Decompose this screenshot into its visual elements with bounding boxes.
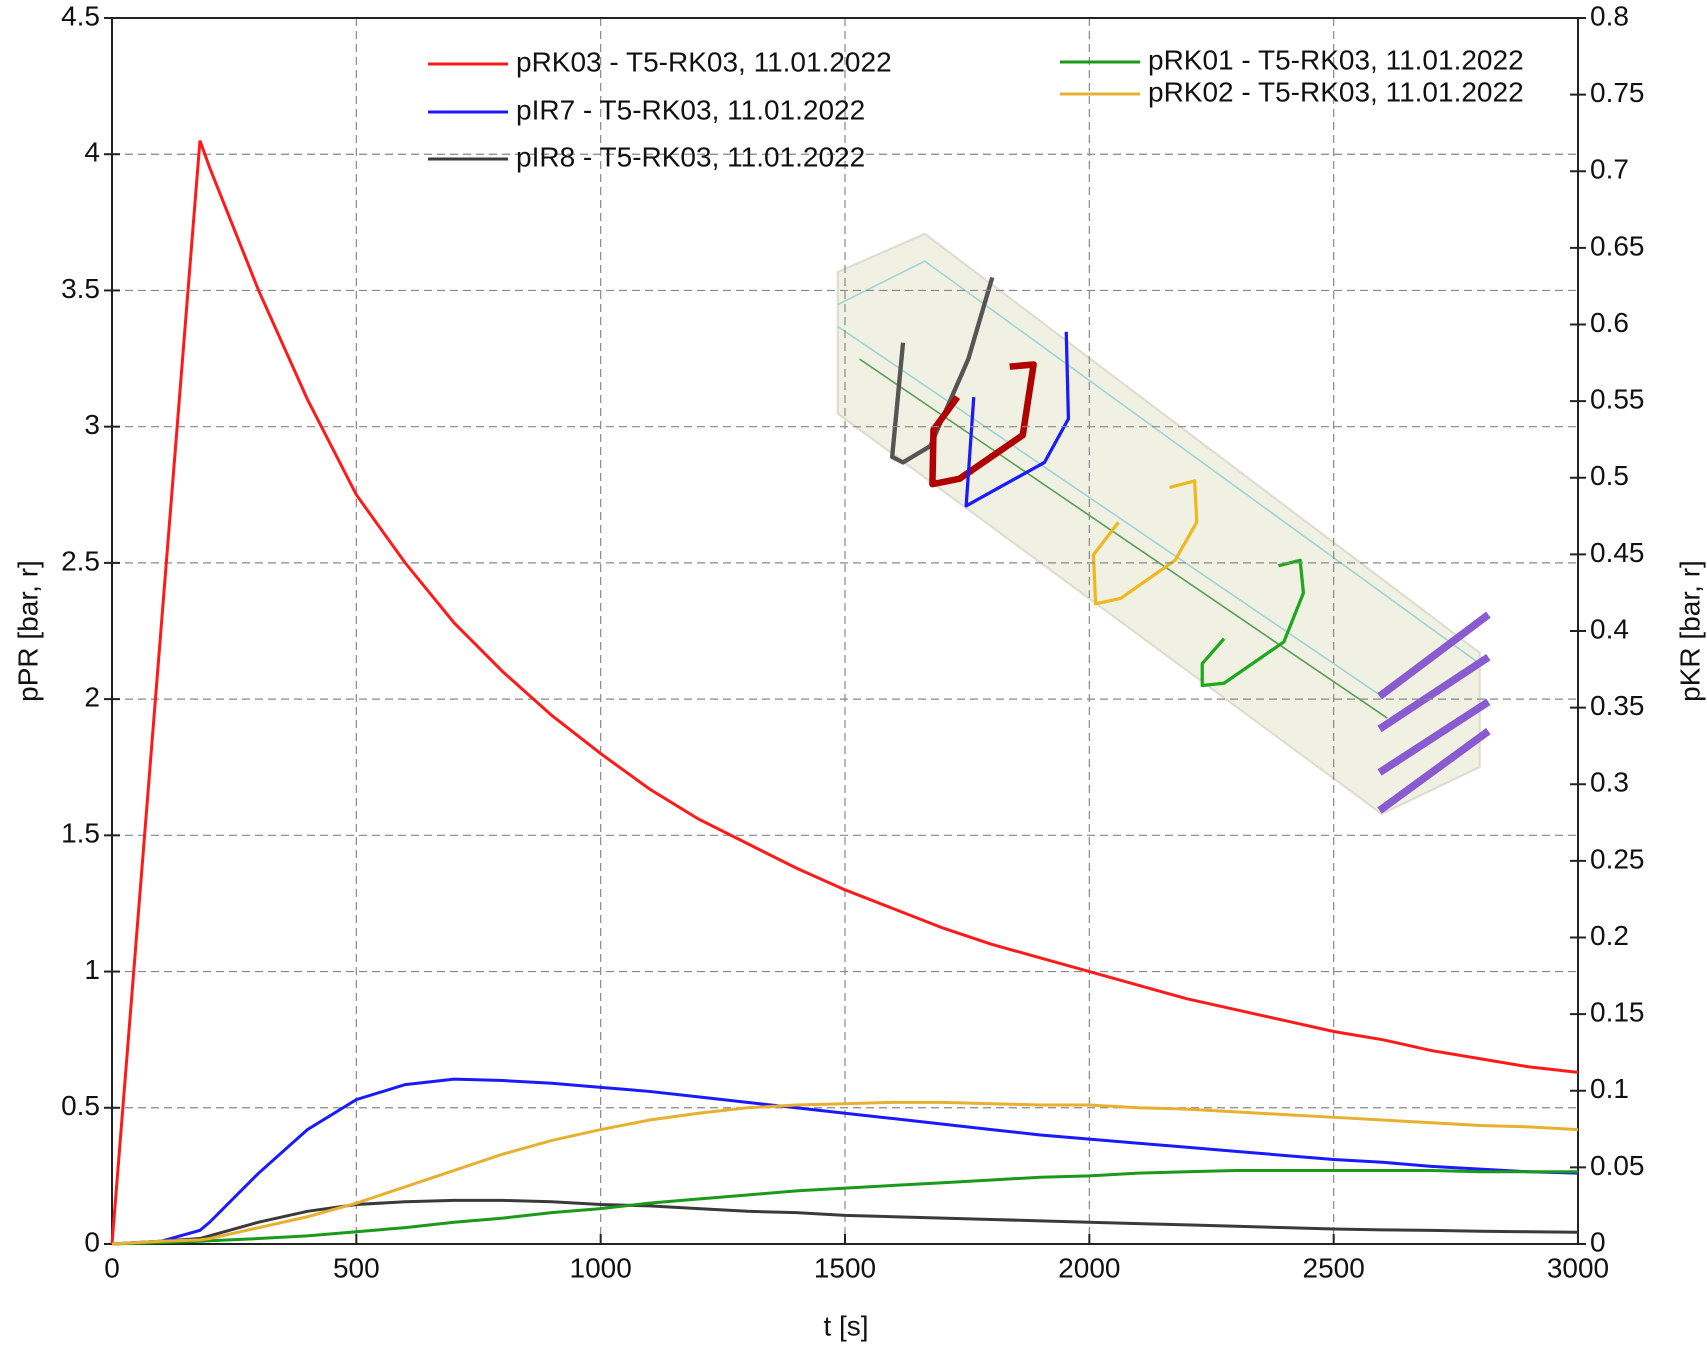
x-tick-label: 3000 [1547,1252,1609,1283]
y-tick-label: 3.5 [61,273,100,304]
y-tick-label: 1 [84,954,100,985]
y2-tick-label: 0.35 [1590,690,1645,721]
y2-tick-label: 0.45 [1590,537,1645,568]
plot-frame [111,17,1579,1245]
y-axis-label: pPR [bar, r] [12,560,43,702]
y2-tick-label: 0.15 [1590,997,1645,1028]
x-tick-label: 2500 [1303,1252,1365,1283]
x-tick-label: 2000 [1058,1252,1120,1283]
y2-tick-label: 0.7 [1590,154,1629,185]
y2-tick-label: 0.65 [1590,230,1645,261]
series-line [111,1100,1579,1246]
y2-tick-label: 0 [1590,1226,1606,1257]
y2-tick-label: 0.5 [1590,460,1629,491]
y-tick-label: 3 [84,409,100,440]
series-line [111,1168,1578,1246]
y-tick-label: 0 [84,1226,100,1257]
y2-tick-label: 0.25 [1590,843,1645,874]
legend-label: pIR7 - T5-RK03, 11.01.2022 [516,94,865,125]
x-tick-label: 500 [333,1252,380,1283]
series-line [110,140,1579,1245]
y2-tick-label: 0.2 [1590,920,1629,951]
y-tick-label: 1.5 [61,818,100,849]
legend-label: pRK01 - T5-RK03, 11.01.2022 [1148,44,1524,75]
series-line [111,1077,1579,1246]
y-tick-label: 2 [84,682,100,713]
x-axis-label: t [s] [823,1310,868,1341]
legend-label: pIR8 - T5-RK03, 11.01.2022 [516,141,865,172]
y-tick-label: 2.5 [61,545,100,576]
y2-tick-label: 0.6 [1590,307,1629,338]
legend-label: pRK03 - T5-RK03, 11.01.2022 [516,46,892,77]
y-tick-label: 4 [84,137,100,168]
y2-tick-label: 0.75 [1590,77,1645,108]
x-tick-label: 0 [104,1252,120,1283]
y2-tick-label: 0.4 [1590,613,1629,644]
legend-label: pRK02 - T5-RK03, 11.01.2022 [1148,76,1524,107]
y-tick-label: 4.5 [61,0,100,31]
y2-tick-label: 0.1 [1590,1073,1629,1104]
y2-tick-label: 0.8 [1590,0,1629,31]
y2-tick-label: 0.55 [1590,384,1645,415]
y-tick-label: 0.5 [61,1090,100,1121]
y2-axis-label: pKR [bar, r] [1674,560,1705,702]
y2-tick-label: 0.3 [1590,767,1629,798]
y2-tick-label: 0.05 [1590,1150,1645,1181]
inset-illustration [836,232,1491,815]
x-tick-label: 1000 [570,1252,632,1283]
x-tick-label: 1500 [814,1252,876,1283]
series-line [111,1198,1579,1246]
